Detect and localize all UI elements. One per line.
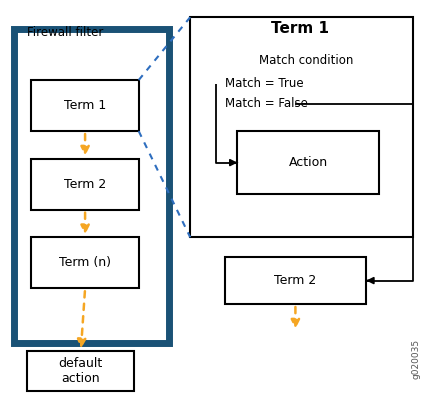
- Text: Action: Action: [289, 156, 328, 169]
- Text: Match condition: Match condition: [259, 54, 353, 67]
- Text: Term 2: Term 2: [64, 178, 106, 191]
- FancyBboxPatch shape: [225, 257, 366, 304]
- Text: Match = False: Match = False: [225, 97, 308, 110]
- FancyBboxPatch shape: [32, 237, 139, 288]
- Text: Term 1: Term 1: [271, 21, 329, 36]
- Text: Match = True: Match = True: [225, 78, 303, 90]
- FancyBboxPatch shape: [190, 17, 413, 237]
- FancyBboxPatch shape: [32, 159, 139, 210]
- Text: g020035: g020035: [411, 339, 420, 379]
- Text: Term 1: Term 1: [64, 99, 106, 112]
- FancyBboxPatch shape: [32, 80, 139, 131]
- FancyBboxPatch shape: [27, 351, 134, 391]
- Text: default
action: default action: [59, 357, 103, 385]
- Text: Firewall filter: Firewall filter: [27, 27, 104, 39]
- FancyBboxPatch shape: [238, 131, 379, 194]
- FancyBboxPatch shape: [14, 29, 169, 343]
- Text: Term (n): Term (n): [59, 256, 111, 269]
- Text: Term 2: Term 2: [274, 274, 317, 287]
